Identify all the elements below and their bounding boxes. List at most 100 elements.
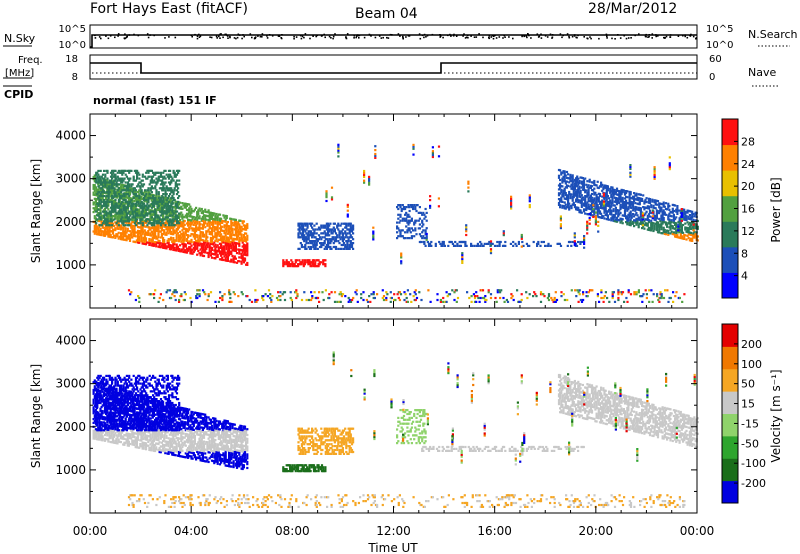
heatmap-cell (122, 179, 125, 182)
heatmap-cell (97, 185, 100, 188)
heatmap-cell (672, 219, 675, 222)
heatmap-cell (571, 240, 574, 244)
heatmap-cell (328, 245, 331, 249)
heatmap-cell (119, 204, 122, 207)
heatmap-cell (459, 244, 462, 247)
heatmap-cell (304, 222, 307, 225)
heatmap-cell (193, 245, 196, 248)
noise-dot (229, 36, 231, 39)
heatmap-cell (549, 244, 552, 247)
heatmap-cell (157, 235, 160, 239)
heatmap-cell (116, 227, 119, 230)
heatmap-cell (175, 247, 178, 250)
heatmap-cell (400, 209, 403, 213)
heatmap-cell (196, 214, 199, 217)
noise-dot (504, 36, 506, 38)
heatmap-cell (146, 214, 149, 217)
heatmap-cell (638, 203, 641, 206)
noise-dot (418, 33, 421, 35)
heatmap-cell (647, 207, 650, 210)
heatmap-cell (184, 245, 187, 248)
heatmap-cell (150, 199, 153, 202)
heatmap-cell (190, 207, 193, 210)
heatmap-cell (659, 210, 662, 213)
heatmap-cell (196, 245, 199, 248)
heatmap-cell (282, 263, 285, 266)
heatmap-cell (442, 300, 445, 303)
heatmap-cell (404, 213, 407, 216)
noise-dot (625, 37, 628, 40)
heatmap-cell (113, 199, 116, 202)
heatmap-cell (151, 244, 154, 247)
heatmap-cell (93, 180, 96, 183)
heatmap-cell (149, 196, 152, 200)
heatmap-cell (496, 240, 499, 244)
heatmap-cell (561, 200, 564, 203)
noise-dot (309, 37, 311, 40)
heatmap-cell (294, 265, 297, 268)
heatmap-cell (323, 240, 326, 243)
heatmap-cell (100, 183, 103, 186)
heatmap-cell (124, 173, 127, 176)
heatmap-cell (562, 205, 565, 208)
heatmap-cell (155, 189, 158, 192)
heatmap-cell (170, 179, 173, 182)
heatmap-cell (104, 218, 107, 221)
heatmap-cell (233, 224, 236, 227)
heatmap-cell (176, 245, 179, 248)
heatmap-cell (212, 223, 215, 226)
heatmap-cell (115, 204, 118, 207)
heatmap-cell (108, 185, 111, 188)
heatmap-cell (130, 234, 133, 237)
nave-label: Nave (748, 66, 776, 79)
heatmap-cell (212, 218, 215, 221)
heatmap-cell (592, 189, 595, 192)
heatmap-cell (117, 177, 120, 180)
heatmap-cell (206, 242, 209, 245)
heatmap-cell (115, 181, 118, 184)
heatmap-cell (104, 183, 107, 186)
heatmap-cell (207, 253, 210, 257)
heatmap-cell (309, 265, 312, 268)
noise-dot (450, 35, 452, 37)
heatmap-cell (192, 250, 195, 254)
heatmap-cell (159, 214, 163, 217)
heatmap-cell (199, 223, 202, 226)
heatmap-cell (148, 191, 151, 194)
heatmap-cell (563, 205, 566, 208)
heatmap-cell (140, 195, 143, 198)
heatmap-cell (107, 195, 110, 198)
heatmap-cell (352, 242, 355, 245)
heatmap-cell (582, 186, 586, 190)
heatmap-cell (593, 181, 596, 184)
noise-dot (684, 34, 686, 36)
heatmap-cell (678, 236, 681, 239)
heatmap-cell (153, 296, 156, 300)
heatmap-cell (349, 300, 353, 303)
heatmap-cell (636, 214, 639, 217)
heatmap-cell (128, 171, 131, 174)
heatmap-cell (575, 183, 578, 186)
heatmap-cell (341, 236, 344, 239)
heatmap-cell (210, 229, 214, 232)
heatmap-cell (332, 238, 335, 241)
heatmap-cell (398, 298, 401, 302)
noise-dot (226, 34, 228, 37)
heatmap-cell (676, 212, 679, 215)
heatmap-cell (206, 222, 209, 225)
heatmap-cell (155, 225, 158, 228)
heatmap-cell (648, 229, 652, 232)
heatmap-cell (314, 263, 317, 266)
heatmap-cell (128, 239, 132, 242)
heatmap-cell (382, 298, 386, 302)
heatmap-cell (143, 225, 146, 228)
heatmap-cell (504, 240, 507, 244)
heatmap-cell (694, 225, 697, 228)
heatmap-cell (333, 228, 336, 231)
heatmap-cell (203, 291, 206, 294)
heatmap-cell (241, 227, 244, 231)
heatmap-cell (100, 206, 103, 209)
heatmap-cell (171, 191, 174, 194)
heatmap-cell (111, 183, 114, 186)
heatmap-cell (221, 296, 224, 300)
